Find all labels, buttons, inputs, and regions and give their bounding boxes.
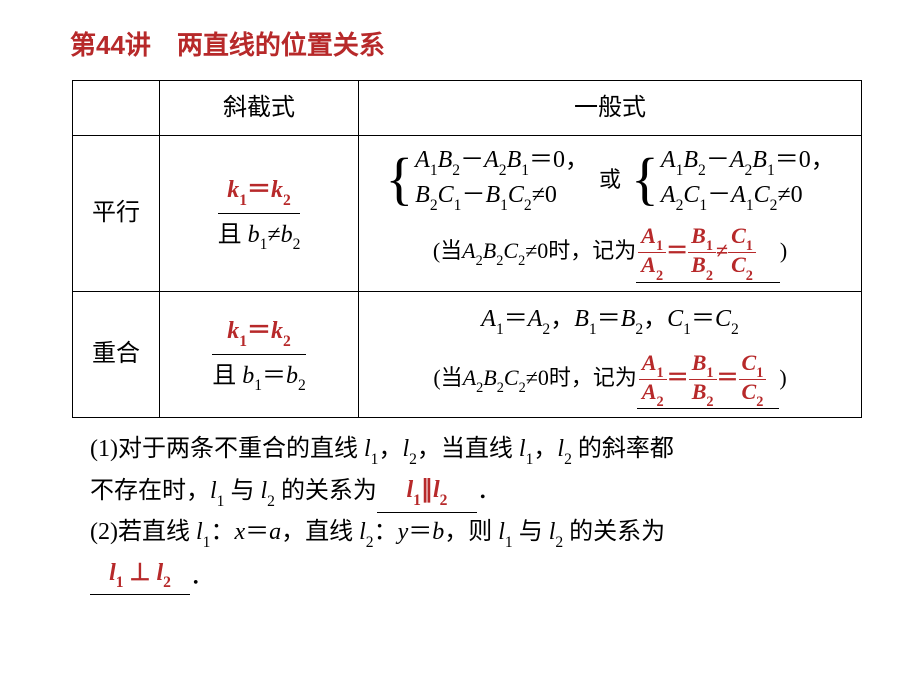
note-1: (1)对于两条不重合的直线 l1，l2，当直线 l1，l2 的斜率都 不存在时，… bbox=[90, 430, 830, 512]
note-2: (2)若直线 l1：x＝a，直线 l2：y＝b，则 l1 与 l2 的关系为 l… bbox=[90, 513, 830, 595]
cond-b-neq: 且 b1≠b2 bbox=[218, 214, 301, 257]
head-general-form: 一般式 bbox=[359, 81, 862, 136]
lecture-title: 第44讲 两直线的位置关系 bbox=[70, 25, 860, 62]
sys1-line1: A1B2－A2B1＝0， bbox=[415, 144, 589, 179]
sys1-line2: B2C1－B1C2≠0 bbox=[415, 179, 589, 214]
blank-2: l1 ⊥ l2 bbox=[109, 560, 171, 586]
or-text: 或 bbox=[599, 162, 621, 197]
sys2-line2: A2C1－A1C2≠0 bbox=[661, 179, 835, 214]
row-parallel-slope: k1＝k2 且 b1≠b2 bbox=[160, 136, 359, 291]
row2-eq-line: A1＝A2，B1＝B2，C1＝C2 bbox=[369, 300, 851, 341]
row-coincide-slope: k1＝k2 且 b1＝b2 bbox=[160, 291, 359, 418]
brace-icon: { bbox=[631, 156, 659, 202]
row-parallel-general: { A1B2－A2B1＝0， B2C1－B1C2≠0 或 { A1B2－A2B1… bbox=[359, 136, 862, 291]
head-slope-intercept: 斜截式 bbox=[160, 81, 359, 136]
blank-1: l1∥l2 bbox=[406, 477, 447, 503]
brace-icon: { bbox=[385, 156, 413, 202]
row-coincide-general: A1＝A2，B1＝B2，C1＝C2 (当A2B2C2≠0时，记为 A1A2＝B1… bbox=[359, 291, 862, 418]
row1-memo: (当A2B2C2≠0时，记为 A1A2＝B1B2≠C1C2 ) bbox=[369, 224, 851, 283]
cond-b-eq: 且 b1＝b2 bbox=[212, 355, 306, 398]
row-parallel-label: 平行 bbox=[73, 136, 160, 291]
sys2-line1: A1B2－A2B1＝0， bbox=[661, 144, 835, 179]
relations-table: 斜截式 一般式 平行 k1＝k2 且 b1≠b2 { A1B2－A2B1＝0， … bbox=[72, 80, 862, 418]
head-blank bbox=[73, 81, 160, 136]
row2-memo: (当A2B2C2≠0时，记为 A1A2＝B1B2＝C1C2 ) bbox=[369, 351, 851, 410]
row-coincide-label: 重合 bbox=[73, 291, 160, 418]
